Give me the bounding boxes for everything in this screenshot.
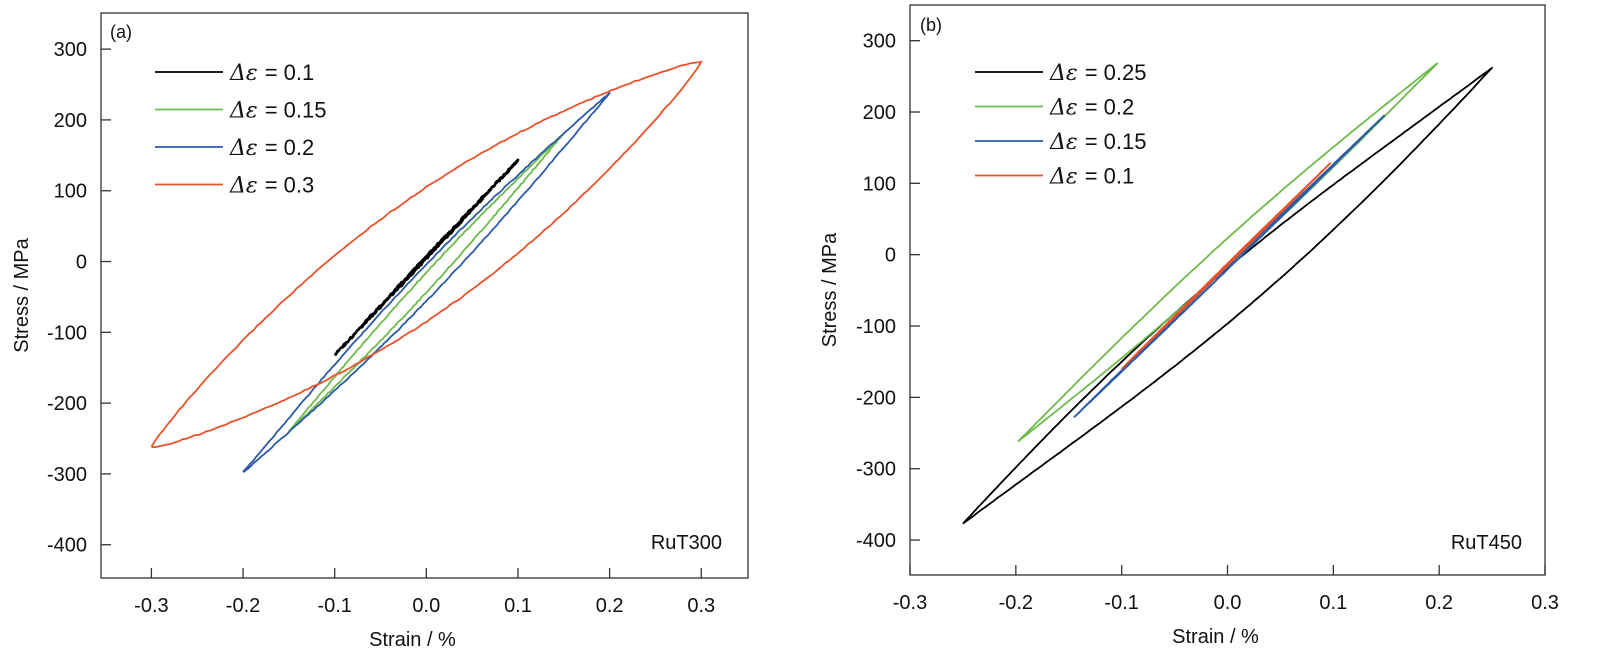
x-tick-label: -0.3 — [134, 595, 168, 617]
x-tick-label: -0.1 — [1104, 592, 1138, 614]
hysteresis-loop-series-4 — [150, 60, 703, 449]
hysteresis-loop-series-1 — [962, 66, 1493, 525]
x-axis-label: Strain / % — [1172, 626, 1259, 648]
y-tick-label: 100 — [54, 181, 87, 203]
legend-value: = 0.15 — [1085, 129, 1147, 154]
x-tick-label: 0.0 — [1214, 592, 1242, 614]
legend-symbol: Δε — [229, 136, 265, 161]
hysteresis-loop-series-1 — [333, 158, 520, 357]
x-tick-label: 0.3 — [1531, 592, 1559, 614]
x-tick-label: 0.2 — [596, 595, 624, 617]
y-tick-label: -300 — [856, 459, 896, 481]
legend-symbol: Δε — [1049, 165, 1085, 190]
y-tick-label: 0 — [76, 252, 87, 274]
y-tick-label: -200 — [856, 387, 896, 409]
x-axis-label: Strain / % — [369, 629, 456, 651]
panel-label: (b) — [920, 15, 942, 35]
legend-value: = 0.2 — [1085, 95, 1135, 120]
y-tick-label: 300 — [54, 39, 87, 61]
legend-label: Δε = 0.2 — [229, 135, 314, 161]
material-annotation: RuT300 — [651, 532, 722, 554]
y-tick-label: 100 — [863, 173, 896, 195]
hysteresis-loop-series-3 — [242, 91, 611, 473]
x-tick-label: -0.2 — [999, 592, 1033, 614]
x-tick-label: -0.1 — [317, 595, 351, 617]
y-tick-label: 0 — [885, 245, 896, 267]
legend-value: = 0.1 — [265, 60, 315, 85]
y-tick-label: 200 — [54, 110, 87, 132]
material-annotation: RuT450 — [1451, 532, 1522, 554]
x-tick-label: 0.3 — [687, 595, 715, 617]
hysteresis-loop-series-4 — [1121, 162, 1332, 370]
hysteresis-loop-series-2 — [288, 134, 563, 432]
y-tick-label: -200 — [47, 393, 87, 415]
legend-value: = 0.2 — [265, 135, 315, 160]
legend-symbol: Δε — [1049, 96, 1085, 121]
legend-symbol: Δε — [229, 61, 265, 86]
y-tick-label: -400 — [856, 530, 896, 552]
legend-label: Δε = 0.1 — [229, 60, 314, 86]
x-tick-label: 0.1 — [1319, 592, 1347, 614]
legend-symbol: Δε — [1049, 61, 1085, 86]
legend-label: Δε = 0.25 — [1049, 60, 1146, 86]
legend-value: = 0.1 — [1085, 164, 1135, 189]
legend-label: Δε = 0.2 — [1049, 95, 1134, 121]
x-tick-label: 0.0 — [412, 595, 440, 617]
legend-label: Δε = 0.15 — [1049, 129, 1146, 155]
x-tick-label: -0.3 — [893, 592, 927, 614]
legend-label: Δε = 0.3 — [229, 173, 314, 199]
legend-label: Δε = 0.1 — [1049, 164, 1134, 190]
legend-symbol: Δε — [229, 99, 265, 124]
panel-a-chart: -0.3 -0.2 -0.1 0.0 0.1 0.2 0.3 300 200 100 0 -100 -2… — [11, 12, 749, 651]
y-tick-label: -100 — [47, 322, 87, 344]
legend-value: = 0.3 — [265, 173, 315, 198]
x-tick-label: 0.2 — [1425, 592, 1453, 614]
y-axis-label: Stress / MPa — [819, 232, 841, 347]
x-tick-label: -0.2 — [226, 595, 260, 617]
y-tick-label: -100 — [856, 316, 896, 338]
y-tick-label: -400 — [47, 535, 87, 557]
y-axis-label: Stress / MPa — [11, 237, 33, 352]
y-tick-label: 300 — [863, 31, 896, 53]
panel-label: (a) — [110, 22, 132, 42]
y-tick-label: 200 — [863, 102, 896, 124]
legend-label: Δε = 0.15 — [229, 98, 326, 124]
legend-symbol: Δε — [229, 174, 265, 199]
panel-b-chart: -0.3 -0.2 -0.1 0.0 0.1 0.2 0.3 300 200 100 0 -100 -2… — [819, 4, 1559, 648]
plot-frame — [100, 12, 749, 579]
plot-frame — [909, 4, 1546, 576]
x-tick-label: 0.1 — [504, 595, 532, 617]
hysteresis-loop-series-2 — [1017, 62, 1438, 443]
y-tick-label: -300 — [47, 464, 87, 486]
legend-value: = 0.25 — [1085, 60, 1147, 85]
legend-symbol: Δε — [1049, 130, 1085, 155]
legend-value: = 0.15 — [265, 98, 327, 123]
